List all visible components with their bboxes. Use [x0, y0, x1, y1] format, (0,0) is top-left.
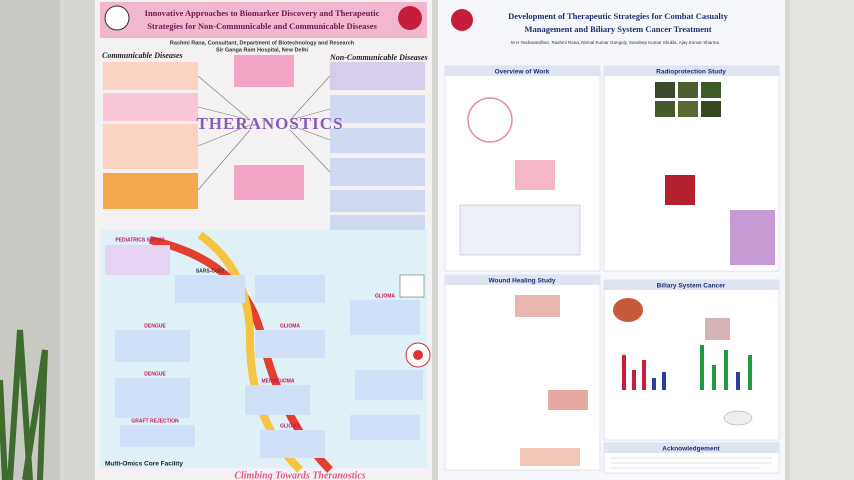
box: [103, 173, 198, 209]
diagram: [515, 160, 555, 190]
section-bar: [604, 443, 779, 453]
box: [245, 385, 310, 415]
label: DENGUE: [144, 323, 166, 329]
box: [330, 158, 425, 186]
box: [330, 128, 425, 153]
section-bar: [604, 280, 779, 290]
box: [234, 165, 304, 200]
mouse: [723, 410, 753, 426]
label: DENGUE: [144, 371, 166, 377]
section-heading: Overview of Work: [495, 69, 550, 76]
section-heading: Biliary System Cancer: [657, 283, 726, 290]
label: GRAFT REJECTION: [131, 418, 179, 424]
label: GLIOMA: [280, 423, 300, 429]
icon: [413, 350, 423, 360]
box: [120, 425, 195, 447]
box: [115, 330, 190, 362]
plant: [0, 329, 48, 480]
box: [103, 124, 198, 169]
section-bar: [604, 66, 779, 76]
facility: Multi-Omics Core Facility: [105, 461, 183, 468]
title: Innovative Approaches to Biomarker Disco…: [145, 8, 380, 18]
box: [103, 93, 198, 121]
title: Strategies for Non-Communicable and Comm…: [147, 21, 377, 31]
diagram: [467, 97, 513, 143]
box: [255, 275, 325, 303]
box: [350, 415, 420, 440]
heading: Communicable Diseases: [102, 51, 183, 60]
box: [115, 378, 190, 418]
heading: Non-Communicable Diseases: [329, 53, 428, 62]
box: [330, 190, 425, 212]
footer: Climbing Towards Theranostics: [234, 470, 365, 480]
label: PEDIATRICS SEPSIS: [115, 237, 165, 243]
label: SARS-CoV2: [196, 268, 225, 274]
author: Sir Ganga Ram Hospital, New Delhi: [216, 47, 308, 53]
micrographs: [655, 82, 775, 265]
organ: [613, 298, 643, 322]
micrograph: [705, 318, 730, 340]
section-heading: Radioprotection Study: [656, 69, 726, 76]
author: Rashmi Rana, Consultant, Department of B…: [170, 40, 355, 46]
logo: [451, 9, 473, 31]
authors: M H Yashavardhan, Rashmi Rana, Nirmal Ku…: [511, 40, 720, 45]
connectors: [197, 75, 331, 191]
icon: [399, 274, 425, 298]
box: [330, 95, 425, 123]
box: [234, 55, 294, 87]
center-word: THERANOSTICS: [196, 114, 343, 133]
wall-left: [0, 0, 60, 480]
box: [105, 245, 170, 275]
section-bar: [445, 66, 600, 76]
box: [260, 430, 325, 458]
box: [330, 62, 425, 90]
label: MENINGIOMA: [261, 378, 294, 384]
box: [103, 62, 198, 90]
wall-right: [790, 0, 854, 480]
section-heading: Acknowledgement: [662, 446, 720, 453]
label: GLIOMA: [280, 323, 300, 329]
wound-images: [515, 295, 588, 466]
logo: [398, 6, 422, 30]
diagram: [459, 204, 581, 256]
label: GLIOMA: [375, 293, 395, 299]
bar-illustration: [622, 345, 752, 390]
left-header: [100, 2, 427, 38]
box: [350, 300, 420, 335]
section-bar: [445, 275, 600, 285]
box: [355, 370, 423, 400]
text-lines: [610, 457, 772, 469]
box: [255, 330, 325, 358]
box: [175, 275, 245, 303]
section-heading: Wound Healing Study: [488, 278, 555, 285]
logo: [104, 5, 130, 31]
title: Development of Therapeutic Strategies fo…: [508, 11, 728, 21]
title: Management and Biliary System Cancer Tre…: [524, 24, 711, 34]
